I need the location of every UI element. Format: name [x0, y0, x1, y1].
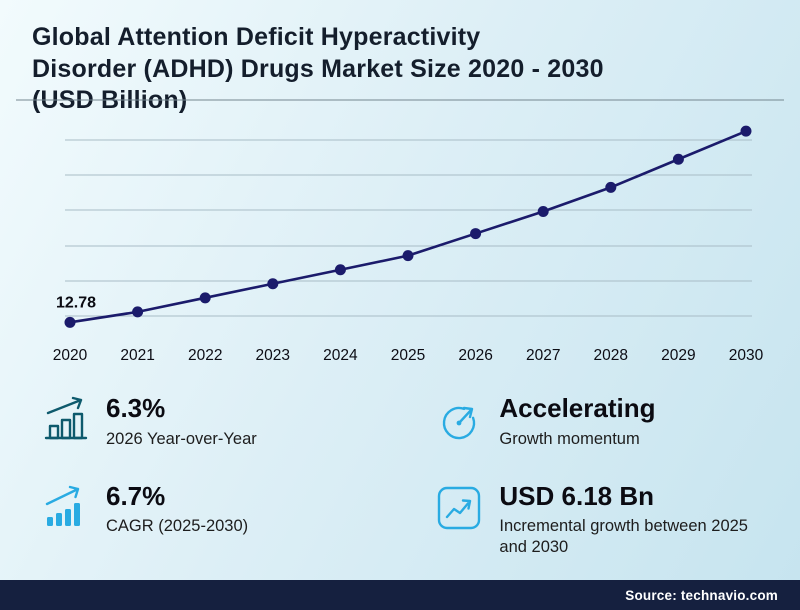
bar-chart-growth-icon [42, 396, 90, 444]
stat-value-yoy: 6.3% [106, 393, 166, 423]
page-title-line-1: Global Attention Deficit Hyperactivity [32, 23, 481, 51]
x-tick-label: 2025 [391, 347, 425, 364]
stat-value-momentum: Accelerating [499, 393, 656, 423]
x-tick-label: 2023 [256, 347, 290, 364]
gauge-icon [435, 396, 483, 444]
chart-box-icon [435, 484, 483, 532]
data-point-marker [64, 316, 76, 328]
series-line [69, 129, 747, 324]
stat-yoy-growth: 6.3% 2026 Year-over-Year [42, 393, 421, 450]
data-point-marker [267, 278, 279, 290]
stat-incremental-growth: USD 6.18 Bn Incremental growth between 2… [435, 480, 790, 558]
data-point-marker [334, 264, 346, 276]
data-point-marker [537, 205, 549, 217]
trend-up-bars-icon [42, 484, 90, 532]
source-text: Source: technavio.com [625, 587, 778, 603]
data-point-marker [199, 292, 211, 304]
x-tick-label: 2020 [53, 347, 88, 364]
market-size-line-chart: 2020 2021 2022 2023 2024 2025 2026 2027 2028 2029… [16, 99, 784, 364]
x-tick-label: 2030 [729, 347, 764, 364]
x-tick-label: 2024 [323, 347, 358, 364]
stat-label-yoy: 2026 Year-over-Year [106, 429, 257, 448]
x-tick-label: 2022 [188, 347, 222, 364]
data-point-marker [605, 181, 617, 193]
data-point-marker [402, 250, 414, 262]
stats-grid: 6.3% 2026 Year-over-Year Accelerating Gr… [42, 393, 790, 558]
stat-label-momentum: Growth momentum [499, 429, 640, 448]
stat-label-incremental: Incremental growth between 2025 and 2030 [499, 517, 748, 557]
page-title-line-2: Disorder (ADHD) Drugs Market Size 2020 -… [32, 54, 604, 83]
x-tick-label: 2026 [458, 347, 492, 364]
x-tick-label: 2028 [594, 347, 628, 364]
stat-value-incremental: USD 6.18 Bn [499, 480, 655, 511]
data-point-marker [132, 306, 144, 318]
source-bar: Source: technavio.com [0, 580, 800, 610]
stat-momentum: Accelerating Growth momentum [435, 393, 790, 450]
stat-cagr: 6.7% CAGR (2025-2030) [42, 480, 421, 558]
data-point-marker [672, 153, 684, 165]
data-point-marker [470, 228, 482, 240]
stat-label-cagr: CAGR (2025-2030) [106, 517, 249, 536]
x-tick-label: 2027 [526, 347, 560, 364]
first-point-value-label: 12.78 [56, 294, 96, 311]
page-title: Global Attention Deficit Hyperactivity D… [32, 22, 772, 117]
stat-value-cagr: 6.7% [106, 480, 166, 511]
x-tick-label: 2029 [661, 347, 695, 364]
x-tick-label: 2021 [120, 347, 154, 364]
data-point-marker [740, 125, 752, 137]
